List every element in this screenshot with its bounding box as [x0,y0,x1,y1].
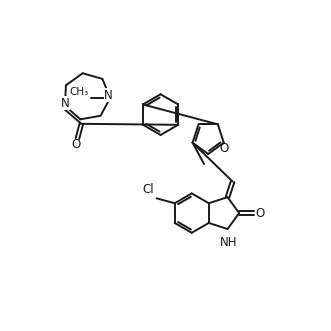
Text: O: O [220,142,229,155]
Text: O: O [255,207,264,219]
Text: CH₃: CH₃ [69,87,88,97]
Text: NH: NH [219,236,237,249]
Text: N: N [104,89,113,102]
Text: O: O [71,138,80,151]
Text: N: N [61,97,69,110]
Text: Cl: Cl [142,183,154,196]
